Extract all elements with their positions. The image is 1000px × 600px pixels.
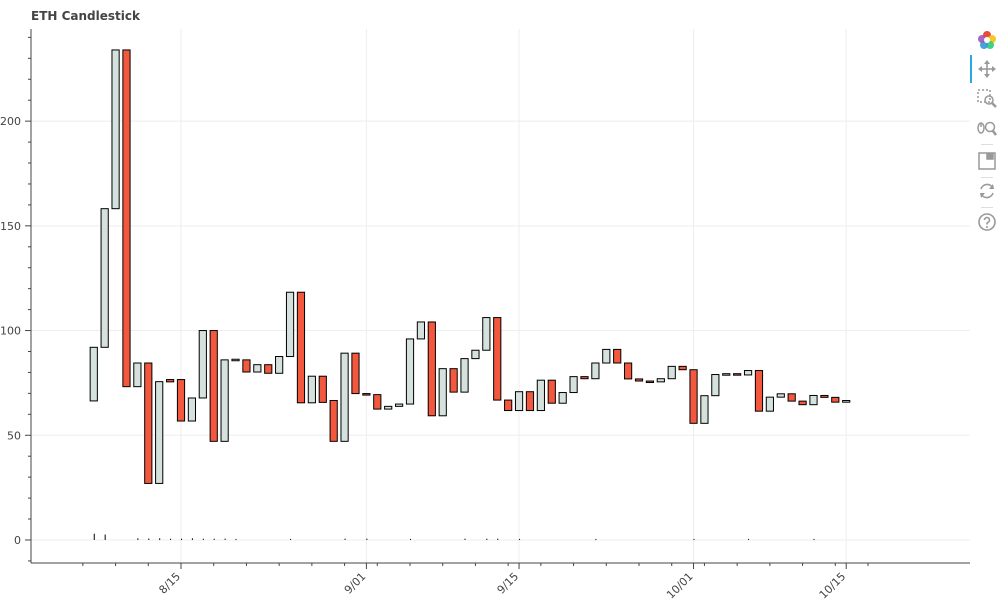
candle-increasing (133, 362, 142, 388)
candle-increasing (155, 381, 164, 484)
candle-increasing (307, 375, 316, 404)
candle-increasing (743, 370, 753, 376)
candle-decreasing (733, 373, 742, 376)
candle-increasing (198, 330, 207, 399)
candle-decreasing (165, 379, 175, 383)
candle-increasing (700, 395, 709, 424)
volume-marks (93, 533, 815, 540)
y-tick-label: 50 (7, 429, 21, 442)
candle-increasing (220, 359, 229, 442)
x-tick-label: 8/15 (156, 570, 183, 597)
candle-decreasing (329, 399, 338, 442)
reset-icon[interactable] (976, 180, 998, 202)
candle-increasing (602, 348, 611, 364)
help-icon[interactable] (976, 211, 998, 233)
candle-increasing (111, 49, 120, 210)
y-tick-label: 200 (0, 115, 21, 128)
candle-increasing (656, 378, 665, 383)
candle-decreasing (351, 352, 360, 395)
candle-increasing (558, 392, 567, 404)
candle-increasing (471, 349, 480, 360)
chart-title: ETH Candlestick (31, 9, 140, 23)
candle-increasing (536, 379, 545, 412)
candle-decreasing (242, 359, 251, 373)
candle-increasing (711, 374, 720, 397)
grid (31, 29, 970, 563)
candle-increasing (722, 373, 731, 376)
bokeh-logo-icon[interactable] (976, 29, 998, 51)
candle-decreasing (449, 368, 458, 393)
candles (89, 49, 851, 484)
candle-increasing (100, 208, 109, 348)
candle-decreasing (296, 291, 306, 404)
toolbar-divider (981, 207, 993, 208)
candle-increasing (384, 405, 393, 410)
candle-increasing (89, 346, 98, 402)
candle-increasing (405, 338, 415, 405)
candle-decreasing (176, 379, 186, 422)
pan-icon[interactable] (976, 58, 998, 80)
candle-increasing (187, 397, 197, 422)
candle-decreasing (493, 317, 502, 401)
chart-toolbar (970, 26, 1000, 266)
candle-increasing (395, 403, 404, 407)
save-icon[interactable] (976, 150, 998, 172)
candle-decreasing (645, 380, 655, 384)
candle-decreasing (820, 394, 829, 398)
x-tick-label: 10/01 (664, 570, 696, 600)
candle-decreasing (504, 399, 513, 412)
candle-increasing (482, 317, 491, 351)
candle-decreasing (678, 365, 687, 371)
candle-decreasing (634, 378, 644, 382)
candle-increasing (569, 376, 578, 394)
active-tool-indicator (970, 55, 972, 83)
candle-increasing (842, 399, 851, 403)
candle-increasing (231, 358, 240, 362)
y-tick-label: 100 (0, 325, 21, 338)
candle-decreasing (580, 376, 589, 380)
candle-increasing (275, 356, 284, 374)
toolbar-divider (981, 144, 993, 145)
x-tick-label: 9/15 (495, 570, 522, 597)
candle-increasing (776, 393, 785, 398)
candle-increasing (809, 394, 818, 406)
y-tick-label: 0 (14, 534, 21, 547)
candle-increasing (460, 358, 469, 393)
candle-decreasing (547, 379, 556, 404)
candle-decreasing (613, 348, 622, 364)
candle-decreasing (209, 330, 218, 442)
x-tick-label: 9/01 (342, 570, 369, 597)
candle-decreasing (144, 362, 153, 484)
candle-decreasing (362, 393, 371, 396)
box-zoom-icon[interactable] (976, 88, 998, 110)
candle-increasing (514, 391, 524, 412)
candle-decreasing (264, 364, 273, 374)
candle-increasing (340, 352, 349, 442)
candle-decreasing (624, 362, 633, 380)
axes (25, 29, 970, 569)
candle-increasing (438, 368, 447, 417)
candle-increasing (253, 364, 262, 373)
x-tick-label: 10/15 (817, 570, 849, 600)
candle-decreasing (831, 396, 840, 403)
wheel-zoom-icon[interactable] (976, 118, 998, 140)
candle-decreasing (318, 375, 327, 403)
candle-increasing (667, 365, 676, 380)
candle-increasing (765, 396, 774, 412)
toolbar-divider (981, 177, 993, 178)
y-tick-label: 150 (0, 220, 21, 233)
candle-decreasing (122, 49, 131, 388)
candle-decreasing (689, 369, 698, 424)
candle-decreasing (798, 400, 807, 406)
candle-decreasing (427, 321, 436, 417)
candle-decreasing (787, 393, 796, 402)
candle-increasing (285, 291, 295, 358)
candle-increasing (591, 362, 600, 380)
candle-decreasing (754, 370, 764, 412)
candle-increasing (416, 321, 426, 340)
candle-decreasing (373, 394, 382, 410)
candle-decreasing (525, 391, 535, 412)
